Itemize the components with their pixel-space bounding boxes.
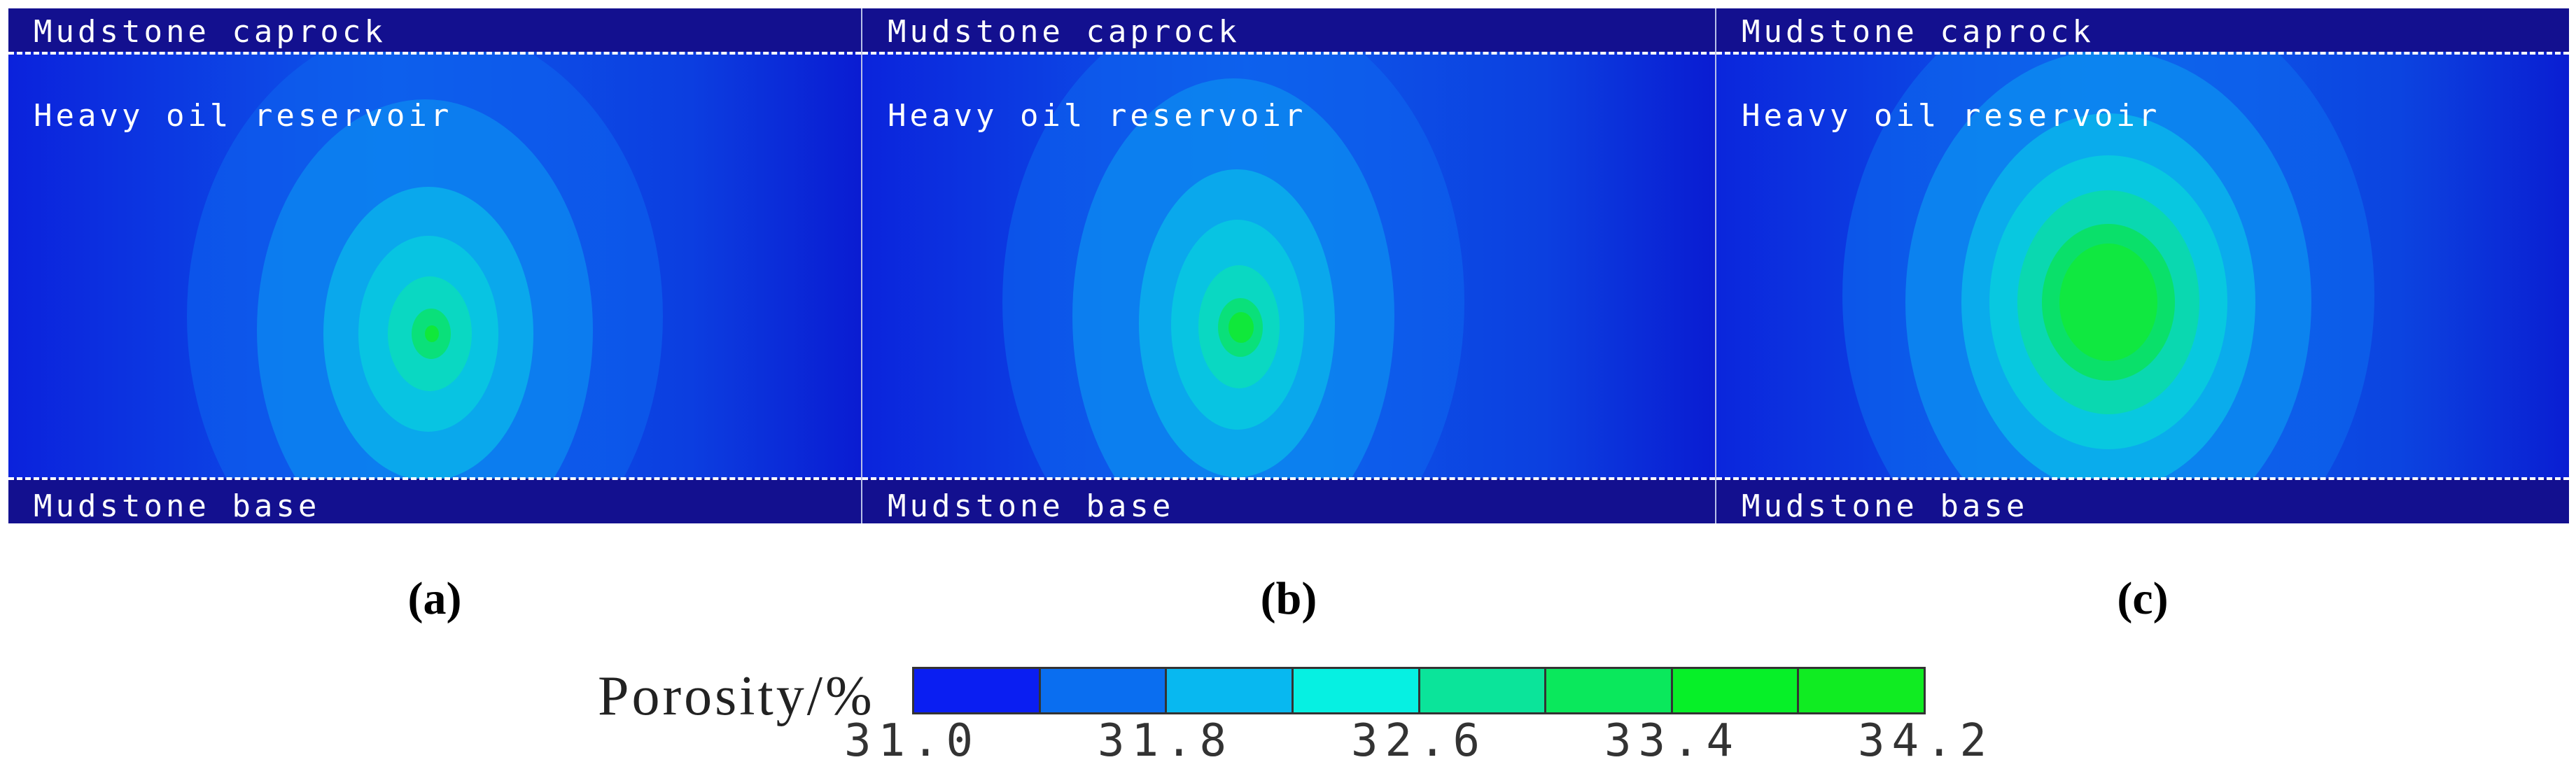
colorbar-tick-label: 31.8 <box>1097 715 1234 767</box>
porosity-field-c <box>1716 8 2569 523</box>
caprock-boundary-line <box>862 52 1715 55</box>
porosity-field-b <box>862 8 1715 523</box>
reservoir-label: Heavy oil reservoir <box>888 98 1307 134</box>
caprock-band <box>862 8 1715 52</box>
base-label: Mudstone base <box>888 488 1175 523</box>
colorbar-tick-label: 32.6 <box>1350 715 1488 767</box>
panel-b: Mudstone caprock Heavy oil reservoir Mud… <box>862 8 1715 523</box>
colorbar-swatch <box>914 669 1041 712</box>
caprock-band <box>1716 8 2569 52</box>
caprock-label: Mudstone caprock <box>888 14 1240 50</box>
base-band <box>1716 479 2569 523</box>
caption-c: (c) <box>2117 573 2169 624</box>
colorbar-swatch <box>1040 669 1168 712</box>
panel-separator <box>1715 8 1716 523</box>
colorbar-swatch <box>1546 669 1673 712</box>
reservoir-label: Heavy oil reservoir <box>1742 98 2161 134</box>
colorbar-tick-label: 33.4 <box>1604 715 1741 767</box>
base-boundary-line <box>862 477 1715 480</box>
colorbar-swatch <box>1293 669 1420 712</box>
base-band <box>8 479 861 523</box>
caprock-boundary-line <box>1716 52 2569 55</box>
colorbar-swatch <box>1167 669 1294 712</box>
panel-a: Mudstone caprock Heavy oil reservoir Mud… <box>8 8 861 523</box>
base-label: Mudstone base <box>1742 488 2029 523</box>
caprock-label: Mudstone caprock <box>34 14 386 50</box>
panel-separator <box>861 8 862 523</box>
legend-title: Porosity/% <box>598 665 875 727</box>
colorbar-swatch <box>1799 669 1924 712</box>
colorbar <box>912 667 1926 714</box>
base-band <box>862 479 1715 523</box>
base-boundary-line <box>8 477 861 480</box>
porosity-field-a <box>8 8 861 523</box>
colorbar-swatch <box>1672 669 1800 712</box>
caption-a: (a) <box>407 573 462 624</box>
colorbar-tick-label: 34.2 <box>1857 715 1994 767</box>
colorbar-tick-label: 31.0 <box>844 715 981 767</box>
caption-b: (b) <box>1260 573 1317 624</box>
colorbar-swatch <box>1420 669 1547 712</box>
caprock-band <box>8 8 861 52</box>
caprock-label: Mudstone caprock <box>1742 14 2094 50</box>
base-label: Mudstone base <box>34 488 321 523</box>
reservoir-label: Heavy oil reservoir <box>34 98 453 134</box>
base-boundary-line <box>1716 477 2569 480</box>
panel-c: Mudstone caprock Heavy oil reservoir Mud… <box>1716 8 2569 523</box>
caprock-boundary-line <box>8 52 861 55</box>
